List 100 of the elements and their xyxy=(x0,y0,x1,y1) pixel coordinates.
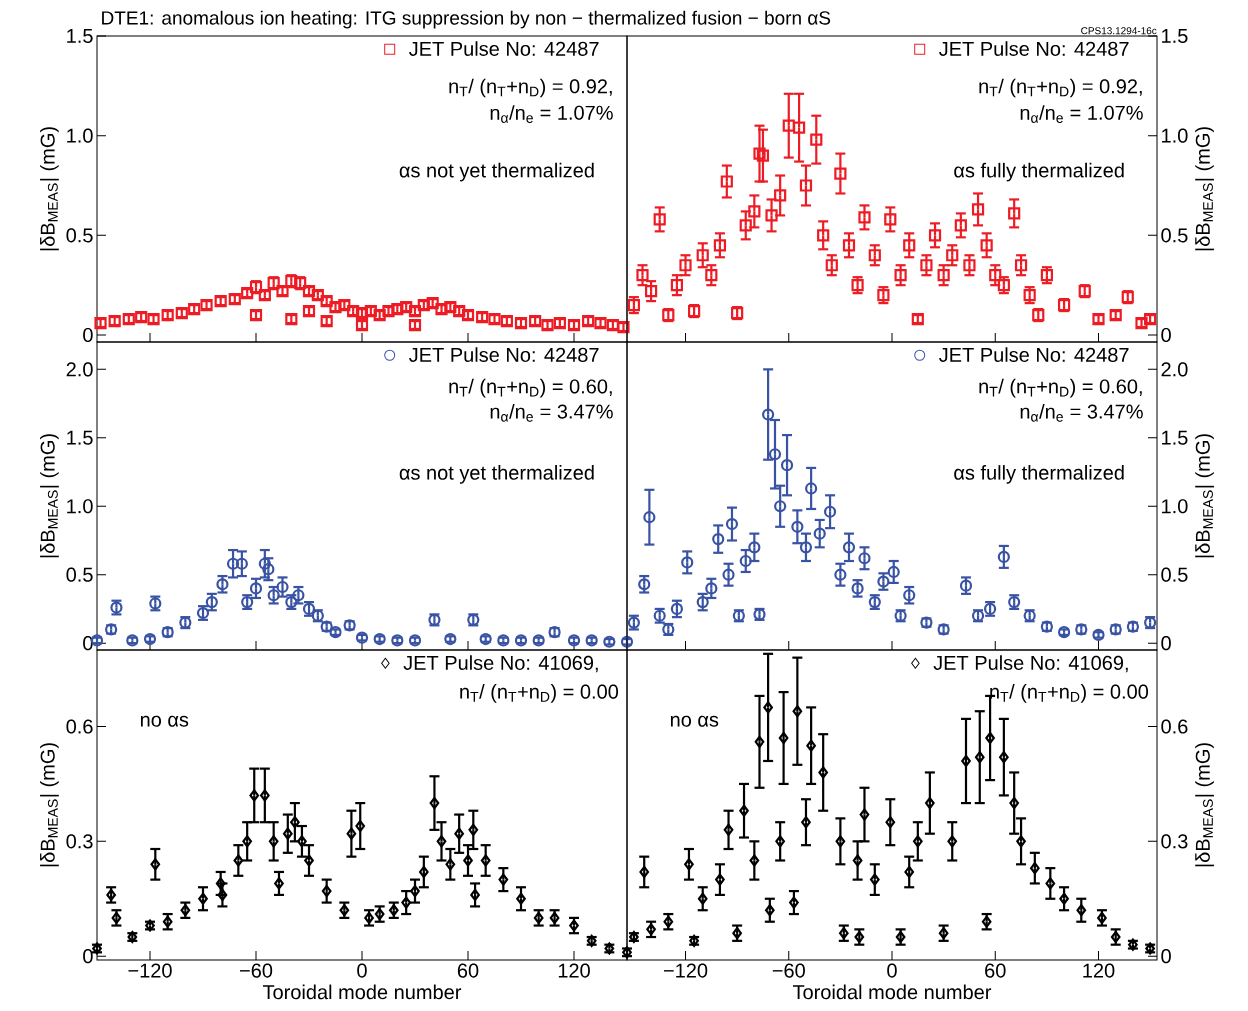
y-tick-label: 0.5 xyxy=(1161,567,1188,582)
point xyxy=(235,557,248,570)
y-tick-label: 1.0 xyxy=(67,128,93,143)
legend-label: JET Pulse No: 42487 xyxy=(409,347,599,362)
point xyxy=(834,167,847,180)
point xyxy=(150,858,161,871)
point xyxy=(713,239,727,252)
point xyxy=(842,239,856,252)
legend-label: JET Pulse No: 42487 xyxy=(409,41,599,56)
y-tick-label: 0.5 xyxy=(66,567,93,582)
point xyxy=(684,858,694,871)
point xyxy=(429,796,440,810)
y-tick-label: 2.0 xyxy=(66,362,93,377)
point xyxy=(454,827,465,840)
annotation: n$_{T}$/ (n$_{T}$+n$_{D}$) = 0.92, xyxy=(449,78,612,98)
point xyxy=(778,731,789,745)
point xyxy=(720,175,733,188)
point xyxy=(739,804,749,817)
x-tick-label: 0 xyxy=(357,963,367,978)
chart-title: DTE1: anomalous ion heating: ITG suppression by non − thermalized fusion − born αS xyxy=(102,10,831,29)
point xyxy=(697,892,708,905)
point xyxy=(885,816,896,829)
point xyxy=(748,205,761,218)
point xyxy=(705,582,718,595)
point xyxy=(94,316,107,330)
point xyxy=(268,835,279,848)
point xyxy=(516,892,526,905)
y-tick-label: 2.0 xyxy=(1161,362,1188,377)
point xyxy=(887,565,900,579)
annotation: n$_{T}$/ (n$_{T}$+n$_{D}$) = 0.60, xyxy=(979,378,1142,398)
point xyxy=(1009,796,1020,810)
point xyxy=(980,239,993,252)
point xyxy=(705,269,718,282)
x-tick-label: 120 xyxy=(558,963,590,978)
point xyxy=(355,819,366,833)
point xyxy=(198,892,208,905)
point xyxy=(249,789,260,802)
annotation: n$_{α}$/n$_{e}$ = 1.07% xyxy=(490,105,613,123)
point xyxy=(763,701,773,714)
point xyxy=(696,249,709,262)
point xyxy=(974,751,985,764)
point xyxy=(912,835,923,848)
point xyxy=(799,179,813,192)
annotation: n$_{T}$/ (n$_{T}$+n$_{D}$) = 0.92, xyxy=(979,78,1142,98)
point xyxy=(639,865,650,879)
annotation: αs not yet thermalized xyxy=(399,465,594,484)
y-tick-label: 0.5 xyxy=(1161,228,1188,243)
point xyxy=(920,259,933,272)
point xyxy=(638,578,651,591)
x-tick-label: −120 xyxy=(128,963,172,978)
point xyxy=(780,459,794,472)
point xyxy=(715,873,725,886)
point xyxy=(806,739,816,752)
y-tick-label: 0 xyxy=(83,949,93,964)
point xyxy=(249,582,263,595)
y-tick-label: 0 xyxy=(1161,949,1171,964)
y-axis-title: |δB$_{MEAS}$| (mG) xyxy=(1195,434,1214,558)
point xyxy=(274,877,284,890)
point xyxy=(748,541,761,554)
point xyxy=(789,896,799,909)
point xyxy=(723,823,734,836)
point xyxy=(722,568,735,581)
annotation: n$_{α}$/n$_{e}$ = 3.47% xyxy=(490,403,613,422)
point xyxy=(805,482,818,495)
legend-label: JET Pulse No: 41069, xyxy=(403,655,598,673)
legend-label: JET Pulse No: 42487 xyxy=(939,41,1129,56)
point xyxy=(999,751,1009,764)
point xyxy=(725,517,739,531)
point xyxy=(480,854,491,867)
point xyxy=(436,835,447,848)
point xyxy=(1045,877,1056,890)
point xyxy=(775,835,786,848)
point xyxy=(1008,207,1021,220)
y-axis-title: |δB$_{MEAS}$| (mG) xyxy=(1195,743,1214,867)
legend-label: JET Pulse No: 42487 xyxy=(939,347,1129,362)
y-tick-label: 1.0 xyxy=(1162,499,1188,514)
y-tick-label: 1.5 xyxy=(1162,430,1188,445)
y-tick-label: 1.5 xyxy=(1162,29,1188,43)
point xyxy=(834,568,847,581)
legend-label: JET Pulse No: 41069, xyxy=(933,655,1128,673)
point xyxy=(645,285,658,298)
point xyxy=(963,259,976,272)
annotation: αs fully thermalized xyxy=(954,465,1124,484)
point xyxy=(233,854,244,867)
point xyxy=(679,259,692,272)
y-tick-label: 1.5 xyxy=(67,29,93,43)
point xyxy=(954,219,967,232)
y-tick-label: 0 xyxy=(1161,327,1171,343)
point xyxy=(468,823,479,836)
point xyxy=(946,249,959,262)
point xyxy=(754,735,765,748)
point xyxy=(1014,259,1028,272)
annotation: no αs xyxy=(670,715,719,727)
annotation: no αs xyxy=(140,715,189,727)
point xyxy=(774,500,787,513)
point xyxy=(297,835,307,848)
point xyxy=(852,854,863,867)
point xyxy=(470,888,480,902)
y-tick-label: 0 xyxy=(83,327,93,343)
point xyxy=(858,211,871,224)
